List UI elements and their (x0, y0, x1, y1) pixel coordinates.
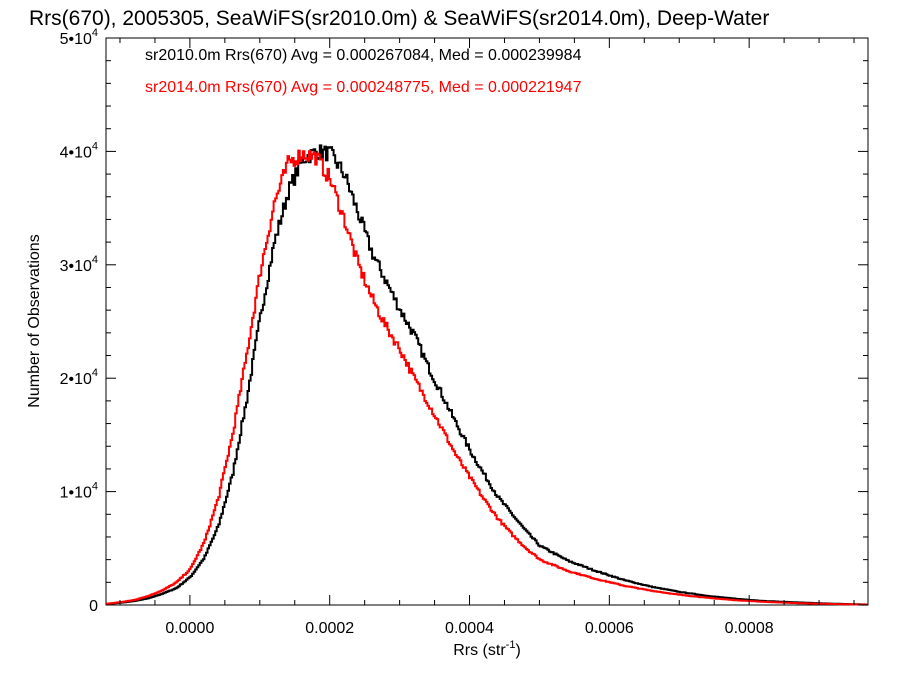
y-tick-label-base: 1•10 (60, 485, 92, 502)
series-group (106, 144, 868, 606)
series-line-red (106, 149, 868, 606)
y-tick-label-exponent: 4 (92, 27, 98, 39)
x-axis-label-main: Rrs (str (453, 642, 506, 659)
chart-title: Rrs(670), 2005305, SeaWiFS(sr2010.0m) & … (29, 7, 769, 30)
x-tick-label: 0.0004 (445, 620, 494, 637)
y-tick-label-base: 0 (89, 598, 98, 615)
plot-frame (105, 37, 869, 606)
x-tick-label: 0.0006 (585, 620, 634, 637)
x-axis-label-superscript: -1 (506, 639, 516, 651)
x-axis-label: Rrs (str-1) (453, 639, 521, 659)
y-axis-label: Number of Observations (26, 234, 43, 407)
y-tick-label-base: 4•10 (60, 144, 92, 161)
y-tick-label: 5•104 (60, 27, 98, 48)
x-tick-label: 0.0000 (165, 620, 214, 637)
x-tick-label: 0.0002 (305, 620, 354, 637)
series-line-black (106, 144, 868, 606)
x-axis-ticks: 0.0000 0.0002 0.0004 0.0006 0.0008 (119, 38, 855, 637)
x-axis-label-close: ) (515, 642, 520, 659)
y-tick-label-base: 5•10 (60, 31, 92, 48)
y-tick-label: 3•104 (60, 254, 98, 275)
y-tick-label-exponent: 4 (92, 481, 98, 493)
legend-annotation-red: sr2014.0m Rrs(670) Avg = 0.000248775, Me… (145, 79, 582, 96)
plot-area-border (105, 37, 869, 606)
y-tick-label-exponent: 4 (92, 367, 98, 379)
y-tick-label-base: 2•10 (60, 371, 92, 388)
y-tick-label: 2•104 (60, 367, 98, 388)
y-tick-label: 1•104 (60, 481, 98, 502)
y-tick-label-base: 3•10 (60, 258, 92, 275)
y-tick-label-exponent: 4 (92, 140, 98, 152)
y-tick-label: 0 (89, 598, 98, 615)
y-tick-label: 4•104 (60, 140, 98, 161)
legend-annotation-black: sr2010.0m Rrs(670) Avg = 0.000267084, Me… (145, 47, 582, 64)
x-tick-label: 0.0008 (725, 620, 774, 637)
y-tick-label-exponent: 4 (92, 254, 98, 266)
